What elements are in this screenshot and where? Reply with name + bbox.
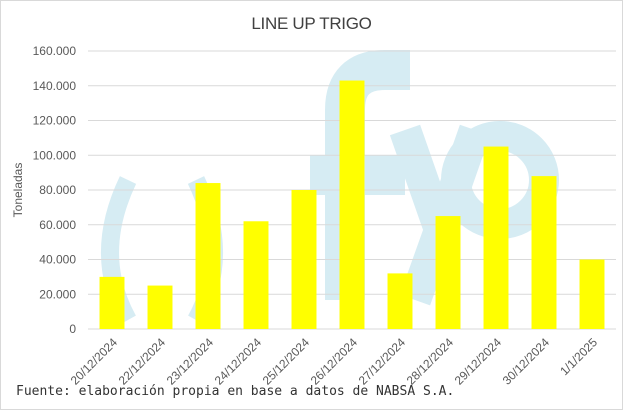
y-tick-label: 0 [69,322,76,336]
x-tick-label: 26/12/2024 [308,335,361,388]
y-axis-ticks: 0 20.000 40.000 60.000 80.000 100.000 120.000 1… [33,44,77,336]
source-note: Fuente: elaboración propia en base a dat… [16,384,455,399]
x-tick-label: 29/12/2024 [452,335,505,388]
bar [243,221,269,329]
y-tick-label: 60.000 [39,218,76,232]
bar [435,216,461,329]
x-tick-label: 30/12/2024 [500,335,553,388]
bar [531,176,557,329]
y-tick-label: 80.000 [39,183,76,197]
y-tick-label: 40.000 [39,253,76,267]
y-tick-label: 120.000 [33,114,77,128]
bar [147,285,173,329]
x-tick-label: 22/12/2024 [116,335,169,388]
x-axis-ticks: 20/12/202422/12/202423/12/202424/12/2024… [68,335,601,388]
bar [291,190,317,329]
bar [195,183,221,329]
bar [483,146,509,329]
bar [579,259,605,329]
x-tick-label: 1/1/2025 [557,335,600,378]
y-tick-label: 160.000 [33,44,77,58]
chart-title: LINE UP TRIGO [251,14,372,33]
y-tick-label: 140.000 [33,79,77,93]
bar [339,80,365,329]
x-tick-label: 25/12/2024 [260,335,313,388]
x-tick-label: 20/12/2024 [68,335,121,388]
y-axis-label: Toneladas [11,163,25,218]
x-tick-label: 28/12/2024 [404,335,457,388]
watermark-logo [101,50,559,325]
x-tick-label: 23/12/2024 [164,335,217,388]
x-tick-label: 24/12/2024 [212,335,265,388]
bars [99,80,605,329]
y-tick-label: 20.000 [39,287,76,301]
y-tick-label: 100.000 [33,148,77,162]
bar [387,273,413,329]
bar [99,276,125,329]
x-tick-label: 27/12/2024 [356,335,409,388]
